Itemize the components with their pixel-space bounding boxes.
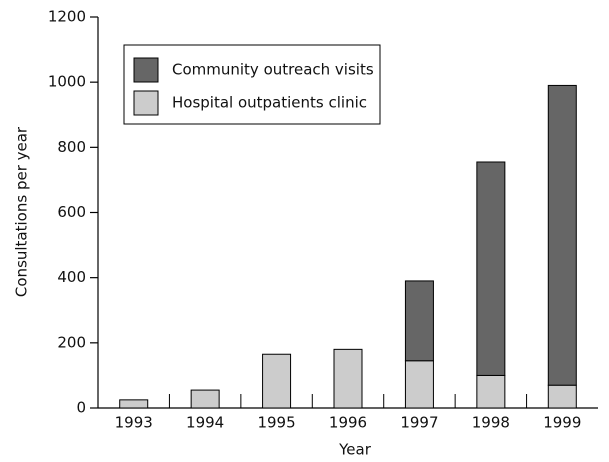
y-tick-label: 1000 bbox=[48, 73, 86, 91]
bar-segment bbox=[476, 374, 506, 409]
y-axis-label: Consultations per year bbox=[13, 126, 31, 297]
x-tick-label: 1997 bbox=[400, 414, 438, 432]
bar-segment bbox=[547, 384, 577, 409]
x-tick-label: 1999 bbox=[543, 414, 581, 432]
x-tick-label: 1994 bbox=[186, 414, 224, 432]
legend-box bbox=[123, 44, 381, 125]
y-tick-label: 400 bbox=[57, 268, 86, 286]
y-tick-label: 800 bbox=[57, 138, 86, 156]
bar-segment bbox=[547, 84, 577, 386]
y-tick-label: 0 bbox=[76, 399, 86, 417]
legend-label: Community outreach visits bbox=[172, 61, 374, 79]
x-tick-label: 1993 bbox=[115, 414, 153, 432]
y-tick-label: 600 bbox=[57, 203, 86, 221]
bar-segment bbox=[404, 360, 434, 409]
bar-segment bbox=[476, 161, 506, 376]
bar-segment bbox=[333, 348, 363, 409]
x-axis-label: Year bbox=[338, 441, 372, 459]
bar-segment bbox=[119, 399, 149, 409]
x-tick-label: 1996 bbox=[329, 414, 367, 432]
y-tick-label: 1200 bbox=[48, 8, 86, 26]
bar-segment bbox=[262, 353, 292, 409]
legend-swatch bbox=[133, 90, 159, 116]
legend-swatch bbox=[133, 57, 159, 83]
bar-segment bbox=[190, 389, 220, 409]
x-tick-label: 1998 bbox=[472, 414, 510, 432]
y-tick-label: 200 bbox=[57, 333, 86, 351]
legend-label: Hospital outpatients clinic bbox=[172, 94, 367, 112]
x-tick-label: 1995 bbox=[257, 414, 295, 432]
bar-segment bbox=[404, 280, 434, 362]
